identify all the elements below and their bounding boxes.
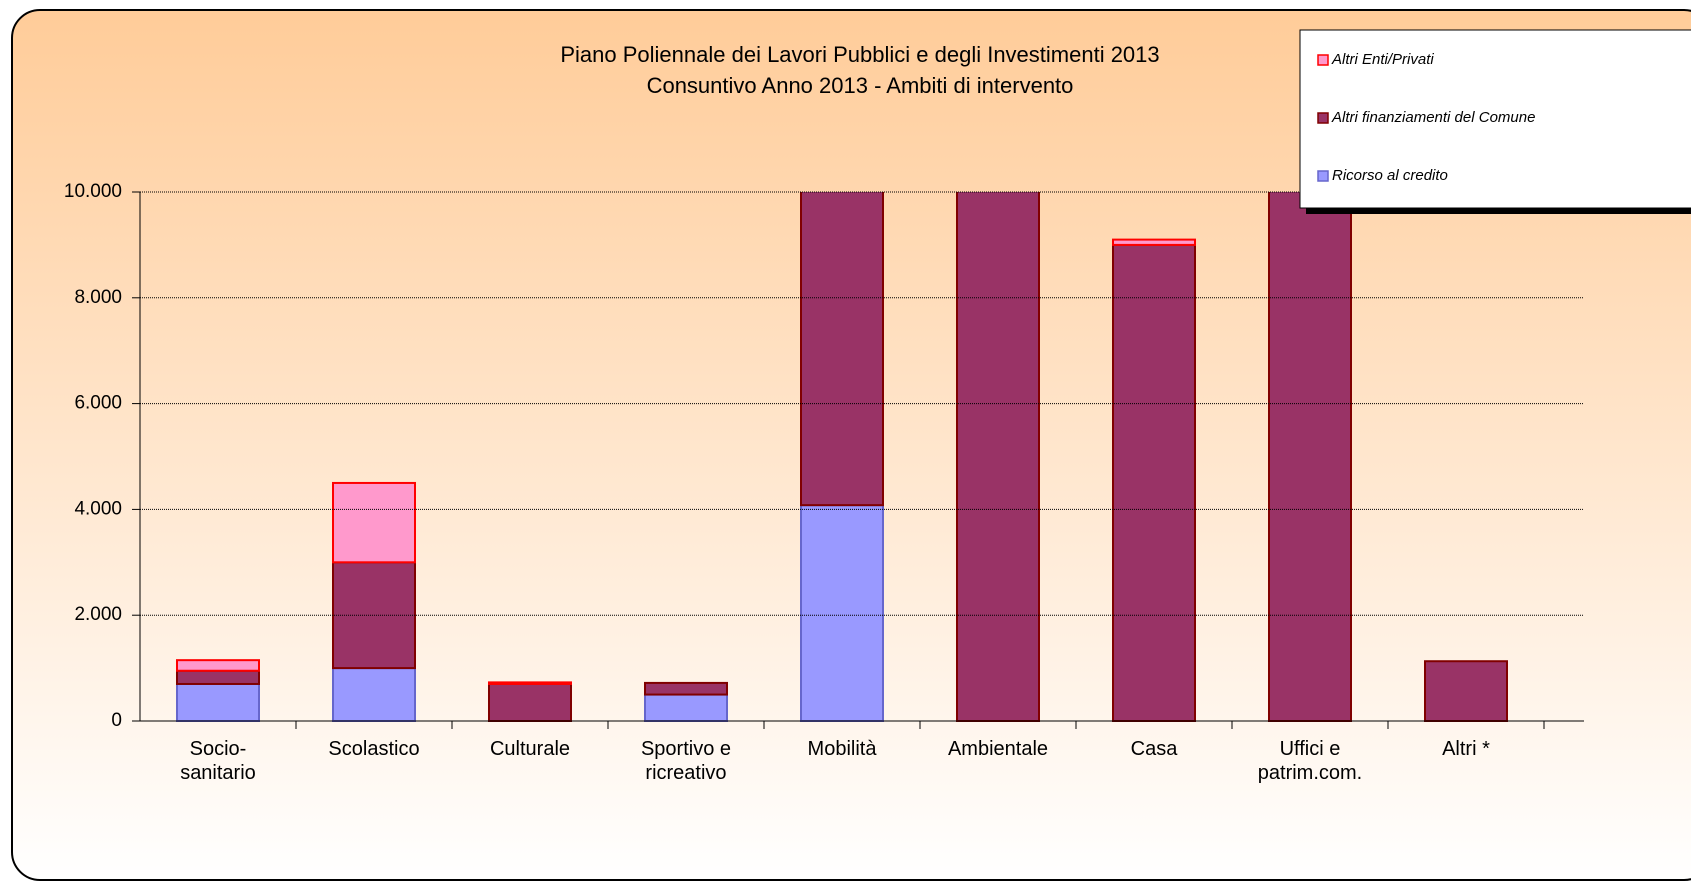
y-tick-label: 6.000 <box>74 393 122 414</box>
bars <box>176 192 1508 723</box>
x-tick-label: Altri * <box>1442 738 1490 760</box>
bar-segment <box>800 192 884 507</box>
bar-segment <box>800 504 884 722</box>
bar-segment <box>956 192 1040 722</box>
x-tick-label: Mobilità <box>807 738 877 760</box>
chart-title: Piano Poliennale dei Lavori Pubblici e d… <box>560 42 1159 67</box>
y-tick-label: 8.000 <box>74 287 122 308</box>
legend-label: Altri finanziamenti del Comune <box>1331 109 1535 126</box>
bar-segment <box>1424 660 1508 723</box>
bar-segment <box>332 481 416 564</box>
legend-label: Altri Enti/Privati <box>1331 51 1434 68</box>
legend-swatch <box>1317 170 1329 182</box>
bar-segment <box>176 659 260 672</box>
bar-segment <box>488 681 572 685</box>
bar-segment <box>1112 238 1196 246</box>
y-tick-label: 4.000 <box>74 498 122 519</box>
x-tick-label: Casa <box>1130 738 1178 760</box>
y-tick-label: 10.000 <box>64 181 122 202</box>
chart-subtitle: Consuntivo Anno 2013 - Ambiti di interve… <box>647 73 1074 98</box>
y-tick-label: 0 <box>111 710 122 731</box>
bar-segment <box>644 693 728 722</box>
bar-segment <box>1112 243 1196 722</box>
legend-swatch <box>1317 112 1329 124</box>
y-tick-label: 2.000 <box>74 604 122 625</box>
bar-segment <box>176 669 260 685</box>
bar-segment <box>488 682 572 722</box>
x-tick-label: Sportivo e ricreativo <box>640 738 732 784</box>
legend <box>1299 29 1691 209</box>
legend-label: Ricorso al credito <box>1332 167 1448 184</box>
x-tick-label: Uffici e patrim.com. <box>1257 738 1363 784</box>
x-tick-label: Socio- sanitario <box>180 738 256 784</box>
bar-segment <box>644 681 728 696</box>
x-tick-label: Culturale <box>489 738 571 760</box>
x-tick-label: Ambientale <box>947 738 1049 760</box>
x-tick-label: Scolastico <box>328 738 420 760</box>
bar-segment <box>176 682 260 722</box>
bar-segment <box>332 667 416 722</box>
legend-swatch <box>1317 54 1329 66</box>
bar-segment <box>1268 192 1352 723</box>
